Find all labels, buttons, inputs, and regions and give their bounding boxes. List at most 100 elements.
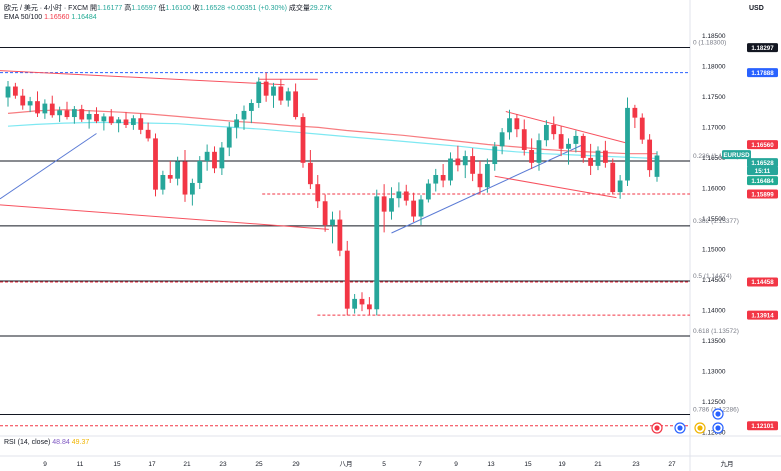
candle-body[interactable]: [212, 151, 217, 169]
candle-body[interactable]: [403, 191, 409, 201]
candle-body[interactable]: [632, 107, 638, 118]
candle-body[interactable]: [492, 146, 498, 165]
candle-body[interactable]: [470, 156, 476, 174]
candle-body[interactable]: [551, 124, 557, 135]
candle-body[interactable]: [625, 107, 630, 181]
candle-body[interactable]: [566, 143, 571, 149]
candle-body[interactable]: [639, 117, 645, 140]
candle-body[interactable]: [514, 118, 520, 130]
candle-body[interactable]: [617, 180, 623, 193]
candle-body[interactable]: [49, 103, 55, 116]
candle-body[interactable]: [226, 127, 232, 148]
price-badge[interactable]: [747, 421, 778, 431]
candle-body[interactable]: [300, 117, 306, 163]
candle-body[interactable]: [381, 196, 387, 212]
candle-body[interactable]: [366, 304, 372, 310]
candle-body[interactable]: [182, 161, 188, 195]
candle-body[interactable]: [248, 103, 254, 111]
price-badge[interactable]: [747, 189, 778, 199]
candle-body[interactable]: [307, 162, 313, 185]
trendline-left[interactable]: [0, 133, 97, 200]
candle-body[interactable]: [160, 175, 166, 190]
candle-body[interactable]: [344, 250, 350, 309]
wedge-upper-line[interactable]: [505, 111, 628, 144]
currency-label[interactable]: USD: [749, 5, 764, 12]
candle-body[interactable]: [35, 101, 40, 114]
candle-body[interactable]: [234, 119, 240, 128]
candle-body[interactable]: [477, 173, 483, 188]
candle-body[interactable]: [219, 147, 225, 169]
candle-body[interactable]: [42, 103, 48, 114]
candle-body[interactable]: [352, 298, 358, 309]
candle-body[interactable]: [12, 86, 18, 96]
candle-body[interactable]: [167, 175, 173, 179]
candle-body[interactable]: [507, 118, 512, 133]
price-badge[interactable]: [747, 68, 778, 78]
candle-body[interactable]: [123, 119, 129, 125]
candle-body[interactable]: [189, 182, 195, 195]
candle-body[interactable]: [580, 135, 586, 158]
candle-body[interactable]: [647, 139, 653, 171]
candle-body[interactable]: [263, 81, 269, 96]
candle-body[interactable]: [448, 158, 453, 181]
candle-body[interactable]: [138, 118, 144, 130]
candle-body[interactable]: [130, 118, 136, 125]
candle-body[interactable]: [337, 219, 343, 251]
candle-body[interactable]: [455, 158, 461, 166]
candle-body[interactable]: [278, 86, 284, 101]
price-badge[interactable]: [747, 43, 778, 53]
candle-body[interactable]: [5, 86, 11, 98]
candle-body[interactable]: [521, 129, 527, 150]
channel-lower-line[interactable]: [0, 204, 329, 230]
candle-body[interactable]: [499, 132, 505, 147]
candle-body[interactable]: [484, 164, 490, 188]
price-badge[interactable]: [747, 158, 778, 168]
candle-body[interactable]: [389, 198, 394, 212]
candle-body[interactable]: [462, 156, 468, 166]
candle-body[interactable]: [204, 151, 210, 161]
candle-body[interactable]: [418, 199, 424, 217]
candle-body[interactable]: [101, 116, 107, 122]
candle-body[interactable]: [359, 298, 365, 305]
candle-body[interactable]: [595, 150, 601, 166]
channel-upper-line[interactable]: [0, 70, 285, 86]
candle-body[interactable]: [197, 160, 203, 183]
price-badge[interactable]: [747, 176, 778, 186]
candle-body[interactable]: [573, 135, 579, 144]
candle-body[interactable]: [602, 150, 608, 163]
candle-body[interactable]: [588, 157, 594, 166]
candle-body[interactable]: [315, 184, 321, 202]
candle-body[interactable]: [610, 162, 616, 193]
candle-body[interactable]: [411, 200, 417, 217]
candle-body[interactable]: [20, 95, 26, 106]
candle-body[interactable]: [27, 101, 33, 106]
candle-body[interactable]: [285, 91, 291, 101]
candle-body[interactable]: [256, 81, 262, 103]
candle-body[interactable]: [396, 191, 402, 199]
price-badge[interactable]: [747, 310, 778, 320]
candle-body[interactable]: [654, 155, 660, 177]
candle-body[interactable]: [330, 219, 335, 226]
candle-body[interactable]: [543, 124, 549, 141]
price-badge[interactable]: [747, 140, 778, 150]
candle-body[interactable]: [94, 113, 99, 122]
candle-body[interactable]: [529, 149, 535, 163]
candle-body[interactable]: [145, 129, 151, 139]
candle-body[interactable]: [153, 138, 158, 190]
candle-body[interactable]: [241, 110, 247, 120]
candle-body[interactable]: [425, 183, 431, 200]
candle-body[interactable]: [71, 109, 77, 118]
candle-body[interactable]: [440, 175, 446, 181]
price-badge[interactable]: [747, 166, 778, 176]
price-badge[interactable]: [747, 277, 778, 287]
candle-body[interactable]: [57, 110, 63, 116]
candle-body[interactable]: [558, 134, 564, 149]
candle-body[interactable]: [108, 116, 114, 124]
candle-body[interactable]: [86, 113, 92, 120]
candle-body[interactable]: [79, 109, 85, 120]
candle-body[interactable]: [322, 201, 328, 226]
candle-body[interactable]: [116, 119, 122, 124]
candle-body[interactable]: [175, 161, 181, 179]
candle-body[interactable]: [374, 196, 380, 310]
